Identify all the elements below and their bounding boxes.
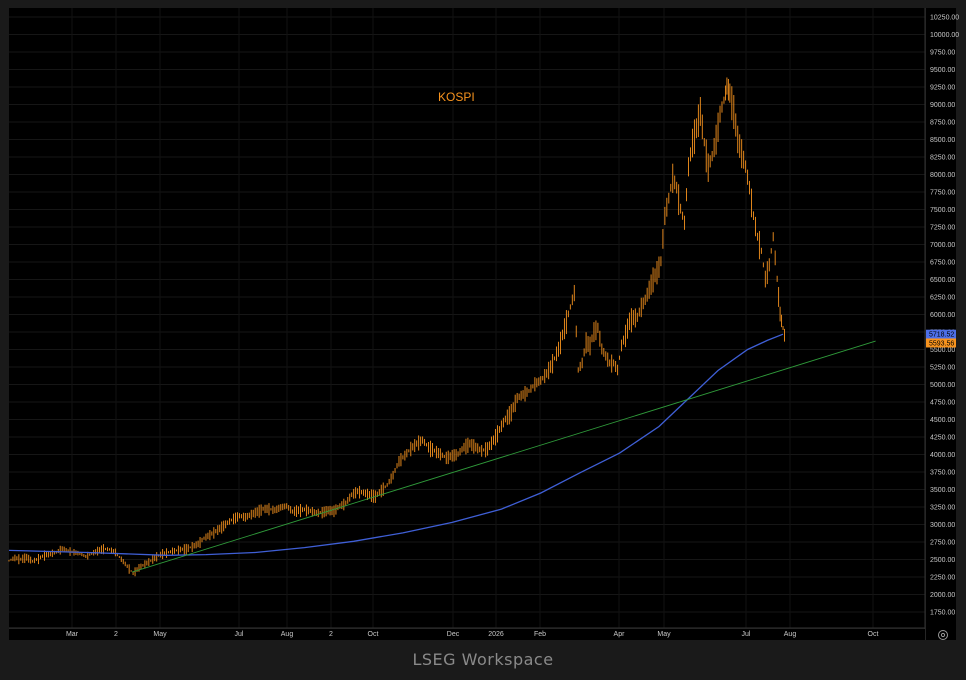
watermark-text: LSEG Workspace	[412, 650, 554, 669]
y-tick-label: 5000.00	[930, 382, 955, 389]
y-tick-label: 6000.00	[930, 312, 955, 319]
y-tick-label: 6500.00	[930, 277, 955, 284]
price-label: 5593.56	[926, 338, 956, 348]
moving-average-line	[8, 333, 784, 556]
x-tick-label: Dec	[447, 631, 460, 638]
y-tick-label: 2250.00	[930, 575, 955, 582]
price-label: 5718.52	[926, 329, 956, 339]
y-tick-label: 2750.00	[930, 540, 955, 547]
x-axis-panel	[9, 629, 925, 640]
x-tick-label: 2	[329, 631, 333, 638]
price-label-text: 5593.56	[929, 340, 954, 347]
grid-lines	[9, 8, 925, 628]
y-tick-label: 2000.00	[930, 592, 955, 599]
y-tick-label: 8000.00	[930, 172, 955, 179]
x-tick-label: 2	[114, 631, 118, 638]
y-tick-label: 4000.00	[930, 452, 955, 459]
y-axis-panel	[926, 8, 956, 640]
y-tick-label: 10250.00	[930, 15, 959, 22]
y-tick-label: 10000.00	[930, 32, 959, 39]
y-tick-label: 7500.00	[930, 207, 955, 214]
y-tick-label: 3750.00	[930, 470, 955, 477]
y-tick-label: 4250.00	[930, 435, 955, 442]
y-tick-label: 9500.00	[930, 67, 955, 74]
x-tick-label: 2026	[488, 631, 504, 638]
x-tick-label: Aug	[281, 631, 294, 638]
y-tick-label: 1750.00	[930, 610, 955, 617]
trend-line	[131, 340, 876, 573]
x-tick-label: Jul	[235, 631, 244, 638]
y-tick-label: 3500.00	[930, 487, 955, 494]
x-tick-label: Apr	[614, 631, 626, 638]
y-tick-label: 8250.00	[930, 155, 955, 162]
price-label-text: 5718.52	[929, 332, 954, 339]
y-tick-label: 2500.00	[930, 557, 955, 564]
y-tick-label: 9250.00	[930, 85, 955, 92]
y-tick-label: 9000.00	[930, 102, 955, 109]
y-axis-ticks: 1750.00 2000.00 2250.00 2500.00 2750.00 3000.…	[930, 15, 959, 617]
price-label-box	[926, 329, 956, 339]
y-tick-label: 6750.00	[930, 260, 955, 267]
x-tick-label: Jul	[742, 631, 751, 638]
y-tick-label: 7250.00	[930, 225, 955, 232]
x-tick-label: Aug	[784, 631, 797, 638]
x-tick-label: Oct	[868, 631, 879, 638]
y-tick-label: 6250.00	[930, 295, 955, 302]
y-tick-label: 3000.00	[930, 522, 955, 529]
y-tick-label: 3250.00	[930, 505, 955, 512]
x-tick-label: May	[153, 631, 167, 638]
y-tick-label: 5250.00	[930, 365, 955, 372]
price-label-box	[926, 338, 956, 348]
x-tick-label: May	[657, 631, 671, 638]
gear-icon[interactable]	[937, 629, 949, 641]
x-tick-label: Feb	[534, 631, 546, 638]
chart-title: KOSPI	[438, 90, 475, 104]
x-tick-label: Oct	[368, 631, 379, 638]
y-tick-label: 4500.00	[930, 417, 955, 424]
x-axis-ticks: Mar 2 May Jul Aug 2 Oct Dec 2026 Feb Apr May Jul Aug O…	[66, 631, 879, 638]
y-tick-label: 7000.00	[930, 242, 955, 249]
y-tick-label: 4750.00	[930, 400, 955, 407]
x-tick-label: Mar	[66, 631, 79, 638]
y-tick-label: 5500.00	[930, 347, 955, 354]
y-tick-label: 8500.00	[930, 137, 955, 144]
y-tick-label: 9750.00	[930, 50, 955, 57]
series-layer	[8, 77, 876, 577]
y-tick-label: 8750.00	[930, 120, 955, 127]
y-tick-label: 7750.00	[930, 190, 955, 197]
